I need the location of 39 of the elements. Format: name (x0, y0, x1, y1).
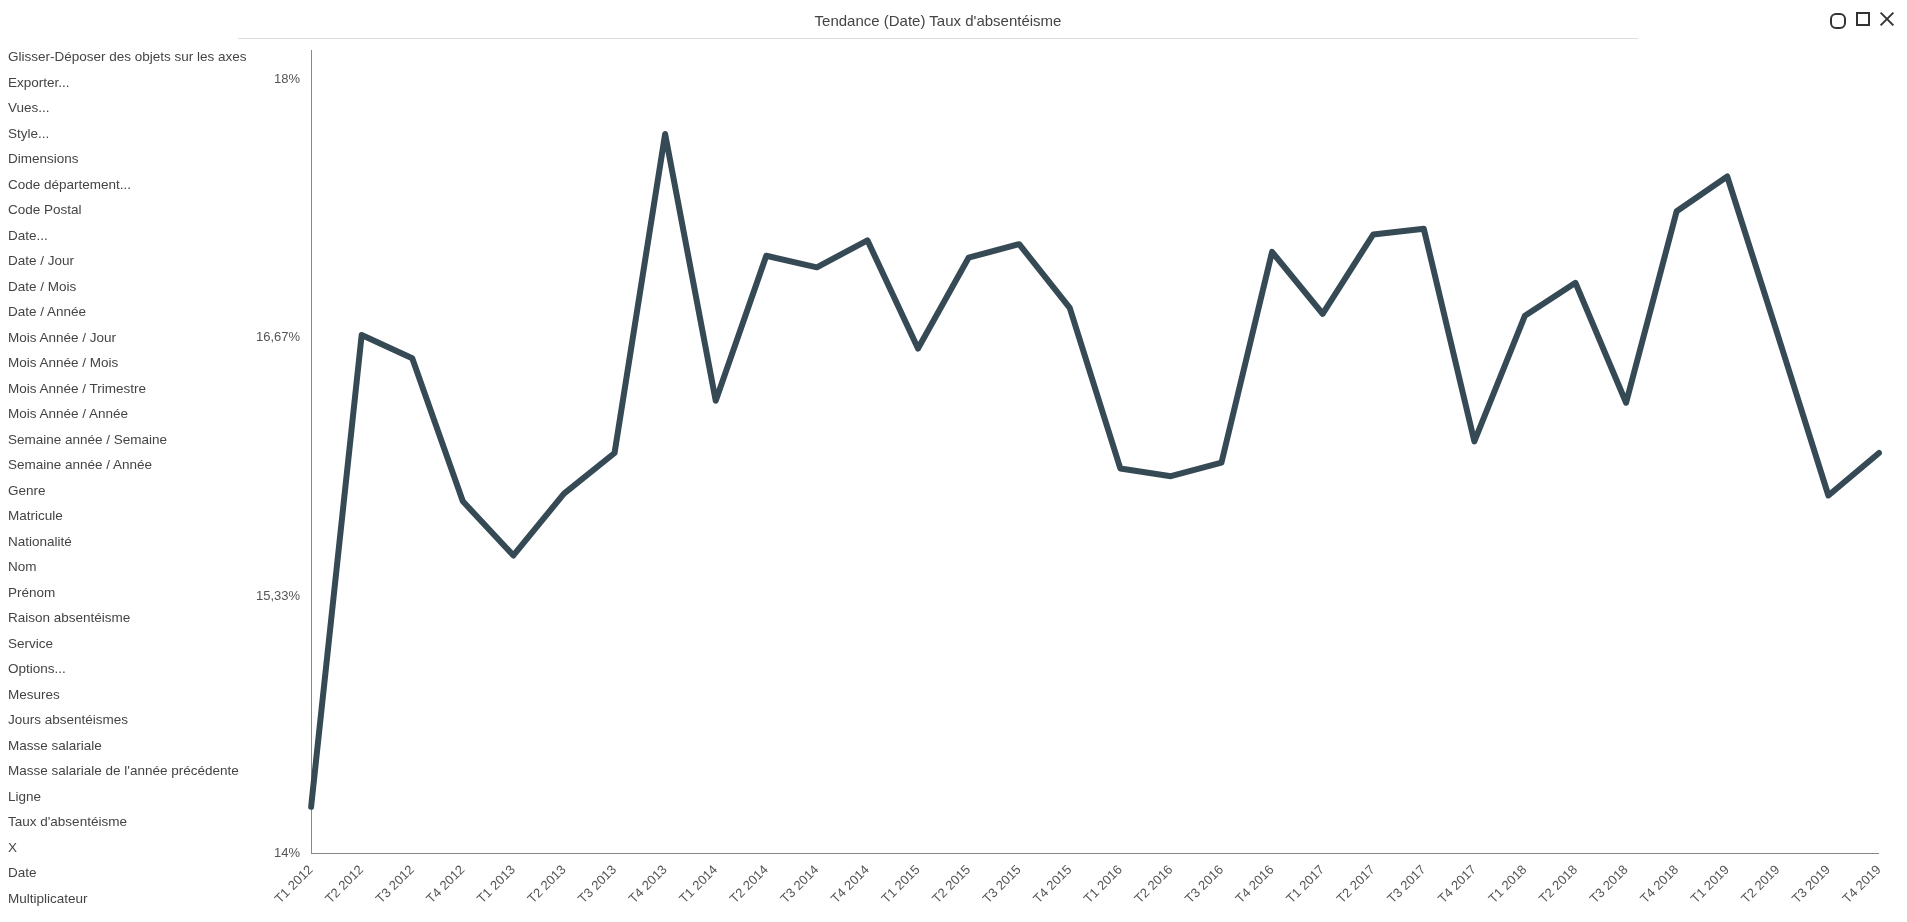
text: Date / Année (8, 303, 88, 321)
text: Date / Jour (8, 252, 76, 270)
text: Raison absentéisme (8, 609, 132, 627)
text: Mois Année / Année (8, 405, 130, 423)
text: Masse salariale de l'année précédente (8, 762, 239, 780)
text: Taux d'absentéisme (8, 813, 128, 831)
text: Date... (8, 226, 49, 245)
text: Mois Année / Jour (8, 328, 118, 347)
text: Mois Année / Trimestre (8, 379, 148, 398)
text: Semaine année / Semaine (8, 430, 169, 449)
text: X (8, 838, 18, 857)
text: Exporter... (8, 73, 71, 92)
text: Semaine année / Année (8, 456, 154, 474)
text: Prénom (8, 583, 57, 602)
text: Dimensions (8, 150, 80, 168)
y-tick-label: 14% (274, 844, 301, 860)
text: Jours absentéismes (8, 711, 130, 729)
y-tick-label: 16,67% (256, 328, 301, 344)
text: Vues... (8, 99, 51, 117)
text: Options... (8, 660, 67, 678)
text: Date / Mois (8, 277, 78, 296)
text: Multiplicateur (8, 889, 89, 908)
text: Nom (8, 558, 38, 576)
text: Code Postal (8, 201, 83, 219)
text: Mois Année / Mois (8, 354, 120, 372)
chart-title: Tendance (Date) Taux d'absentéisme (238, 8, 1638, 39)
text: Genre (8, 481, 47, 500)
text: Matricule (8, 507, 64, 525)
y-tick-label: 15,33% (256, 587, 301, 603)
text: Style... (8, 124, 51, 143)
text: Code département... (8, 175, 133, 194)
text: Date (8, 864, 38, 882)
text: Service (8, 634, 54, 653)
text: Masse salariale (8, 736, 103, 755)
text: Mesures (8, 685, 61, 704)
text: Nationalité (8, 532, 73, 551)
text: Glisser-Déposer des objets sur les axes (8, 48, 247, 66)
y-tick-label: 18% (274, 71, 301, 87)
text: Ligne (8, 787, 43, 806)
